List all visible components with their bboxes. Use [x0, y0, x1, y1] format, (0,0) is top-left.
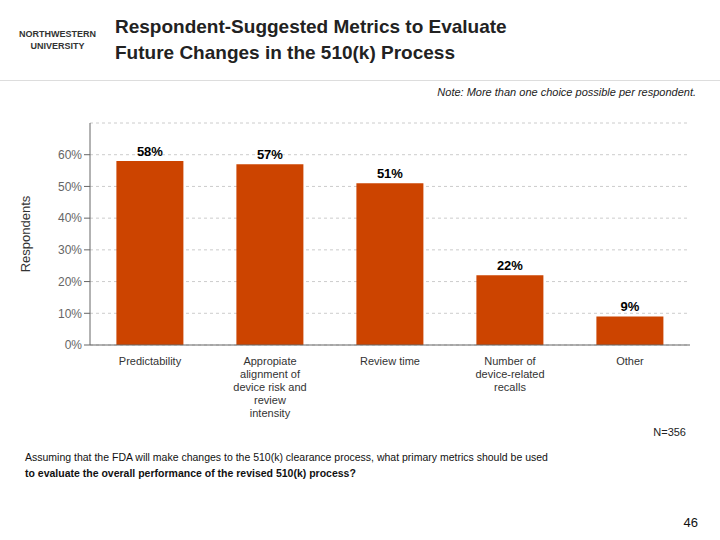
html-text:N=356: N=356: [653, 426, 686, 438]
svg-text:22%: 22%: [497, 258, 523, 273]
html-text:NORTHWESTERN: NORTHWESTERN: [19, 29, 96, 39]
svg-text:9%: 9%: [621, 299, 640, 314]
svg-text:57%: 57%: [257, 147, 283, 162]
svg-text:58%: 58%: [137, 144, 163, 159]
svg-text:Other: Other: [616, 355, 644, 367]
svg-text:10%: 10%: [58, 307, 82, 321]
svg-text:20%: 20%: [58, 275, 82, 289]
svg-text:Predictability: Predictability: [119, 355, 182, 367]
html-text:46: 46: [683, 515, 698, 530]
svg-text:51%: 51%: [377, 166, 403, 181]
svg-text:40%: 40%: [58, 211, 82, 225]
svg-text:0%: 0%: [65, 338, 83, 352]
svg-text:Review time: Review time: [360, 355, 420, 367]
svg-text:Number ofdevice-relatedrecalls: Number ofdevice-relatedrecalls: [475, 355, 544, 393]
html-text:Respondent-Suggested Metrics t: Respondent-Suggested Metrics to Evaluate: [115, 16, 507, 37]
html-text:to evaluate the overall perfor: to evaluate the overall performance of t…: [25, 467, 356, 479]
svg-text:60%: 60%: [58, 148, 82, 162]
svg-text:Appropiatealignment ofdevice r: Appropiatealignment ofdevice risk andrev…: [233, 355, 306, 419]
html-text:UNIVERSITY: UNIVERSITY: [30, 41, 85, 51]
svg-text:Respondents: Respondents: [18, 195, 33, 272]
svg-text:50%: 50%: [58, 180, 82, 194]
html-text:Future Changes in the 510(k) P: Future Changes in the 510(k) Process: [115, 42, 455, 63]
html-text:Assuming that the FDA will mak: Assuming that the FDA will make changes …: [25, 451, 548, 463]
html-text:Note: More than one choice pos: Note: More than one choice possible per …: [437, 86, 696, 98]
svg-text:30%: 30%: [58, 243, 82, 257]
